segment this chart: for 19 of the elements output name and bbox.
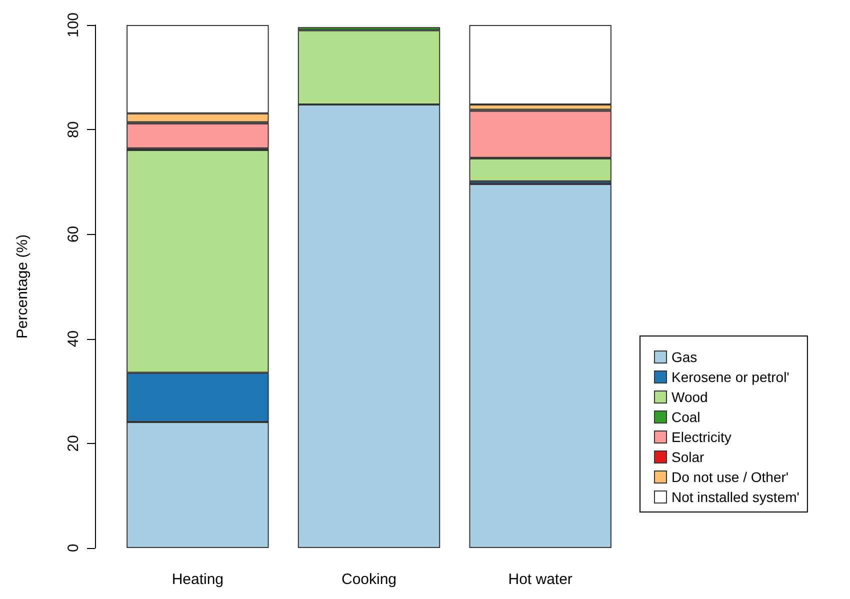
y-tick-label: 20 <box>65 435 82 452</box>
legend-label: Wood <box>672 389 708 405</box>
y-tick-label: 100 <box>65 12 82 38</box>
legend-label: Do not use / Other' <box>672 469 789 485</box>
legend-label: Coal <box>672 409 700 425</box>
legend-label: Gas <box>672 349 698 365</box>
legend-label: Solar <box>672 449 705 465</box>
y-tick-label: 60 <box>65 226 82 243</box>
y-tick-label: 0 <box>65 544 82 552</box>
y-tick-label: 80 <box>65 121 82 138</box>
legend-label: Electricity <box>672 429 732 445</box>
x-tick-label: Cooking <box>341 571 397 588</box>
bar <box>469 184 612 548</box>
x-tick-label: Heating <box>172 571 224 588</box>
legend-label: Not installed system' <box>672 489 800 505</box>
legend-label: Kerosene or petrol' <box>672 369 790 385</box>
y-tick-label: 40 <box>65 330 82 348</box>
y-axis-title: Percentage (%) <box>14 234 31 339</box>
x-tick-label: Hot water <box>508 571 572 588</box>
